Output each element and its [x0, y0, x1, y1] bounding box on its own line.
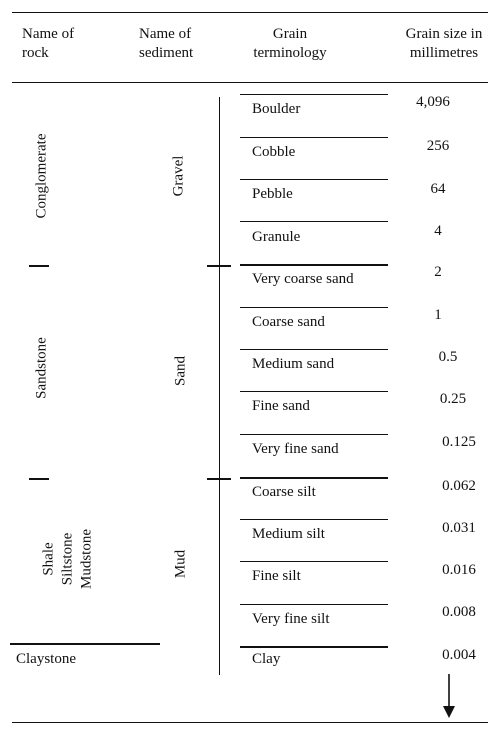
term-pebble: Pebble — [252, 186, 293, 202]
size-clay: 0.004 — [442, 647, 476, 663]
size-very-fine-sand: 0.125 — [442, 434, 476, 450]
size-boulder: 4,096 — [416, 94, 450, 110]
term-very-fine-silt: Very fine silt — [252, 611, 330, 627]
header-grain-line1: Grain — [272, 26, 308, 42]
gravel-sand-tick — [207, 265, 231, 267]
term-rule-10 — [240, 519, 388, 520]
header-rock-line1: Name of — [22, 26, 75, 42]
sediment-gravel: Gravel — [170, 155, 187, 197]
term-rule-11 — [240, 561, 388, 562]
rock-claystone: Claystone — [16, 651, 76, 667]
rock-shale: Shale — [40, 542, 57, 576]
rock-shale-siltstone-mudstone: Shale Siltstone Mudstone — [40, 529, 97, 589]
term-very-fine-sand: Very fine sand — [252, 441, 339, 457]
claystone-rule — [10, 643, 160, 645]
term-rule-2 — [240, 179, 388, 180]
size-medium-silt: 0.031 — [442, 520, 476, 536]
size-very-fine-silt: 0.008 — [442, 604, 476, 620]
sediment-sand: Sand — [172, 356, 189, 386]
sediment-mud: Mud — [172, 549, 189, 579]
term-rule-9 — [240, 477, 388, 479]
size-granule: 4 — [434, 223, 442, 239]
header-grain: Grain terminology — [245, 25, 335, 63]
header-size: Grain size in millimetres — [396, 25, 492, 63]
conglomerate-sandstone-tick — [29, 265, 49, 267]
term-rule-13 — [240, 646, 388, 648]
sediment-axis — [219, 97, 220, 675]
term-coarse-sand: Coarse sand — [252, 314, 325, 330]
term-boulder: Boulder — [252, 101, 301, 117]
term-rule-top — [240, 94, 388, 95]
term-granule: Granule — [252, 229, 301, 245]
header-rule — [12, 82, 488, 83]
header-rock-line2: rock — [22, 45, 49, 61]
term-rule-1 — [240, 137, 388, 138]
size-cobble: 256 — [426, 138, 450, 154]
term-cobble: Cobble — [252, 144, 296, 160]
term-rule-7 — [240, 391, 388, 392]
size-medium-sand: 0.5 — [438, 349, 458, 365]
size-coarse-sand: 1 — [434, 307, 442, 323]
size-fine-sand: 0.25 — [439, 391, 467, 407]
table-top-rule — [12, 12, 488, 13]
header-grain-line2: terminology — [253, 45, 327, 61]
size-coarse-silt: 0.062 — [442, 478, 476, 494]
term-rule-8 — [240, 434, 388, 435]
sandstone-shale-tick — [29, 478, 49, 480]
arrow-down-icon — [443, 674, 455, 718]
term-coarse-silt: Coarse silt — [252, 484, 316, 500]
term-rule-4 — [240, 264, 388, 266]
term-rule-12 — [240, 604, 388, 605]
size-pebble: 64 — [430, 181, 446, 197]
header-rock: Name of rock — [22, 25, 74, 63]
size-very-coarse-sand: 2 — [434, 264, 442, 280]
sand-mud-tick — [207, 478, 231, 480]
header-size-line1: Grain size in — [405, 26, 483, 42]
term-medium-sand: Medium sand — [252, 356, 335, 372]
term-fine-sand: Fine sand — [252, 398, 310, 414]
rock-conglomerate: Conglomerate — [33, 133, 50, 219]
term-rule-6 — [240, 349, 388, 350]
term-clay: Clay — [252, 651, 281, 667]
table-bottom-rule — [12, 722, 488, 723]
rock-sandstone: Sandstone — [33, 337, 50, 399]
header-sediment-line2: sediment — [139, 45, 194, 61]
term-medium-silt: Medium silt — [252, 526, 325, 542]
size-fine-silt: 0.016 — [442, 562, 476, 578]
rock-siltstone: Siltstone — [59, 532, 76, 586]
term-fine-silt: Fine silt — [252, 568, 301, 584]
term-rule-3 — [240, 221, 388, 222]
header-sediment-line1: Name of — [139, 26, 192, 42]
term-very-coarse-sand: Very coarse sand — [252, 271, 354, 287]
rock-mudstone: Mudstone — [78, 529, 95, 589]
header-sediment: Name of sediment — [139, 25, 193, 63]
header-size-line2: millimetres — [409, 45, 479, 61]
term-rule-5 — [240, 307, 388, 308]
